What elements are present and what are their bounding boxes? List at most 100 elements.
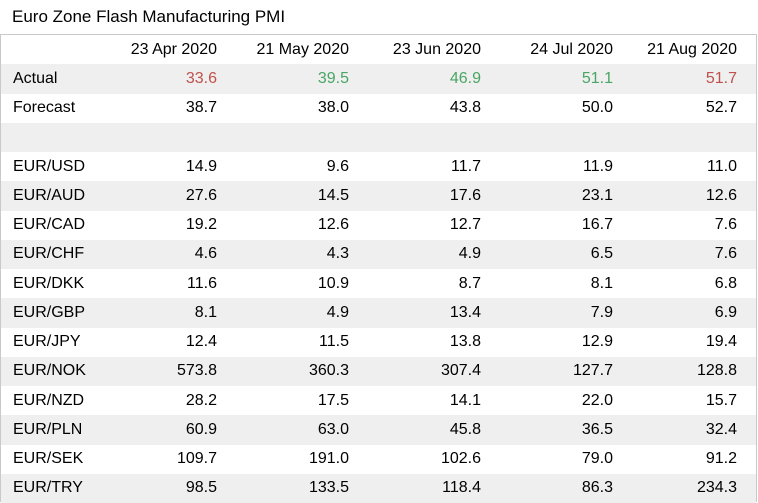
table-title: Euro Zone Flash Manufacturing PMI	[12, 7, 286, 26]
pair-value: 98.5	[185, 479, 217, 497]
table-row: EUR/TRY 98.5 133.5 118.4 86.3 234.3	[1, 473, 756, 503]
pair-value: 11.9	[583, 157, 613, 175]
pair-value: 14.5	[317, 186, 349, 204]
pair-value: 63.0	[317, 420, 349, 438]
spacer-row	[1, 122, 756, 152]
pair-value: 8.1	[590, 274, 613, 292]
pair-value: 127.7	[572, 362, 613, 380]
pair-value: 13.4	[449, 303, 481, 321]
pair-value: 60.9	[185, 420, 217, 438]
pair-value: 573.8	[176, 362, 217, 380]
pair-value: 6.5	[590, 245, 613, 263]
pair-value: 14.1	[449, 391, 481, 409]
header-row: 23 Apr 2020 21 May 2020 23 Jun 2020 24 J…	[1, 35, 756, 64]
pair-value: 11.5	[319, 333, 349, 351]
forecast-value: 43.8	[449, 99, 481, 117]
pair-rows: EUR/USD 14.9 9.6 11.7 11.9 11.0 EUR/AUD 27.6 14.…	[1, 152, 756, 503]
pair-value: 45.8	[449, 420, 481, 438]
pair-value: 4.9	[458, 245, 481, 263]
pair-value: 109.7	[176, 450, 217, 468]
pair-value: 9.6	[326, 157, 349, 175]
pair-value: 32.4	[705, 420, 737, 438]
pair-value: 307.4	[440, 362, 481, 380]
row-label: EUR/TRY	[13, 479, 83, 497]
pair-value: 118.4	[442, 479, 481, 497]
pair-value: 4.3	[326, 245, 349, 263]
actual-value: 33.6	[185, 69, 217, 87]
row-label: EUR/NOK	[13, 362, 86, 380]
pair-value: 12.4	[185, 333, 217, 351]
pair-value: 133.5	[308, 479, 349, 497]
pair-value: 191.0	[308, 450, 349, 468]
pair-value: 36.5	[581, 420, 613, 438]
pair-value: 11.6	[187, 274, 217, 292]
table-row: EUR/SEK 109.7 191.0 102.6 79.0 91.2	[1, 445, 756, 474]
pair-value: 128.8	[696, 362, 737, 380]
pair-value: 16.7	[581, 216, 613, 234]
column-header: 21 May 2020	[256, 40, 349, 58]
pair-value: 10.9	[317, 274, 349, 292]
pair-value: 17.6	[449, 186, 481, 204]
table-row: EUR/DKK 11.6 10.9 8.7 8.1 6.8	[1, 269, 756, 298]
forecast-value: 38.0	[317, 99, 349, 117]
pair-value: 12.6	[317, 216, 349, 234]
pair-value: 27.6	[185, 186, 217, 204]
pair-value: 12.9	[581, 333, 613, 351]
pair-value: 17.5	[317, 391, 349, 409]
table-row: EUR/CAD 19.2 12.6 12.7 16.7 7.6	[1, 211, 756, 240]
row-label: EUR/CAD	[13, 216, 86, 234]
actual-value: 51.1	[581, 69, 613, 87]
forecast-row: Forecast 38.7 38.0 43.8 50.0 52.7	[1, 94, 756, 123]
pair-value: 23.1	[581, 186, 613, 204]
pair-value: 4.9	[326, 303, 349, 321]
column-header: 23 Jun 2020	[392, 40, 481, 58]
actual-value: 51.7	[705, 69, 737, 87]
row-label: EUR/NZD	[13, 391, 85, 409]
pair-value: 102.6	[440, 450, 481, 468]
pair-value: 19.4	[705, 333, 737, 351]
table-row: EUR/AUD 27.6 14.5 17.6 23.1 12.6	[1, 181, 756, 211]
pair-value: 11.7	[451, 157, 481, 175]
table-row: EUR/GBP 8.1 4.9 13.4 7.9 6.9	[1, 298, 756, 328]
pair-value: 12.7	[449, 216, 481, 234]
row-label: EUR/JPY	[13, 333, 81, 351]
table-row: EUR/USD 14.9 9.6 11.7 11.9 11.0	[1, 152, 756, 181]
pair-value: 8.7	[458, 274, 481, 292]
pair-value: 15.7	[705, 391, 737, 409]
column-header: 24 Jul 2020	[530, 40, 613, 58]
row-label: EUR/GBP	[13, 303, 86, 321]
row-label: Actual	[13, 69, 58, 87]
pair-value: 6.9	[714, 303, 737, 321]
pair-value: 79.0	[581, 450, 613, 468]
pair-value: 91.2	[705, 450, 737, 468]
row-label: Forecast	[13, 99, 76, 117]
table-row: EUR/CHF 4.6 4.3 4.9 6.5 7.6	[1, 239, 756, 269]
row-label: EUR/PLN	[13, 420, 83, 438]
table-row: EUR/NOK 573.8 360.3 307.4 127.7 128.8	[1, 356, 756, 386]
pair-value: 4.6	[194, 245, 217, 263]
row-label: EUR/SEK	[13, 450, 84, 468]
forecast-value: 38.7	[185, 99, 217, 117]
pair-value: 19.2	[185, 216, 217, 234]
row-label: EUR/AUD	[13, 186, 86, 204]
pair-value: 13.8	[449, 333, 481, 351]
pair-value: 7.9	[590, 303, 613, 321]
column-header: 21 Aug 2020	[647, 40, 737, 58]
pair-value: 7.6	[714, 216, 737, 234]
pair-value: 22.0	[581, 391, 613, 409]
row-label: EUR/CHF	[13, 245, 85, 263]
pair-value: 14.9	[185, 157, 217, 175]
row-label: EUR/DKK	[13, 274, 85, 292]
table-row: EUR/JPY 12.4 11.5 13.8 12.9 19.4	[1, 328, 756, 357]
column-header: 23 Apr 2020	[130, 40, 217, 58]
actual-row: Actual 33.6 39.5 46.9 51.1 51.7	[1, 64, 756, 94]
pair-value: 360.3	[308, 362, 349, 380]
row-label: EUR/USD	[13, 157, 86, 175]
pair-value: 12.6	[705, 186, 737, 204]
pair-value: 8.1	[194, 303, 217, 321]
forecast-value: 50.0	[581, 99, 613, 117]
table-row: EUR/NZD 28.2 17.5 14.1 22.0 15.7	[1, 386, 756, 415]
pair-value: 6.8	[714, 274, 737, 292]
pmi-table: 23 Apr 2020 21 May 2020 23 Jun 2020 24 J…	[0, 34, 757, 503]
table-row: EUR/PLN 60.9 63.0 45.8 36.5 32.4	[1, 415, 756, 445]
